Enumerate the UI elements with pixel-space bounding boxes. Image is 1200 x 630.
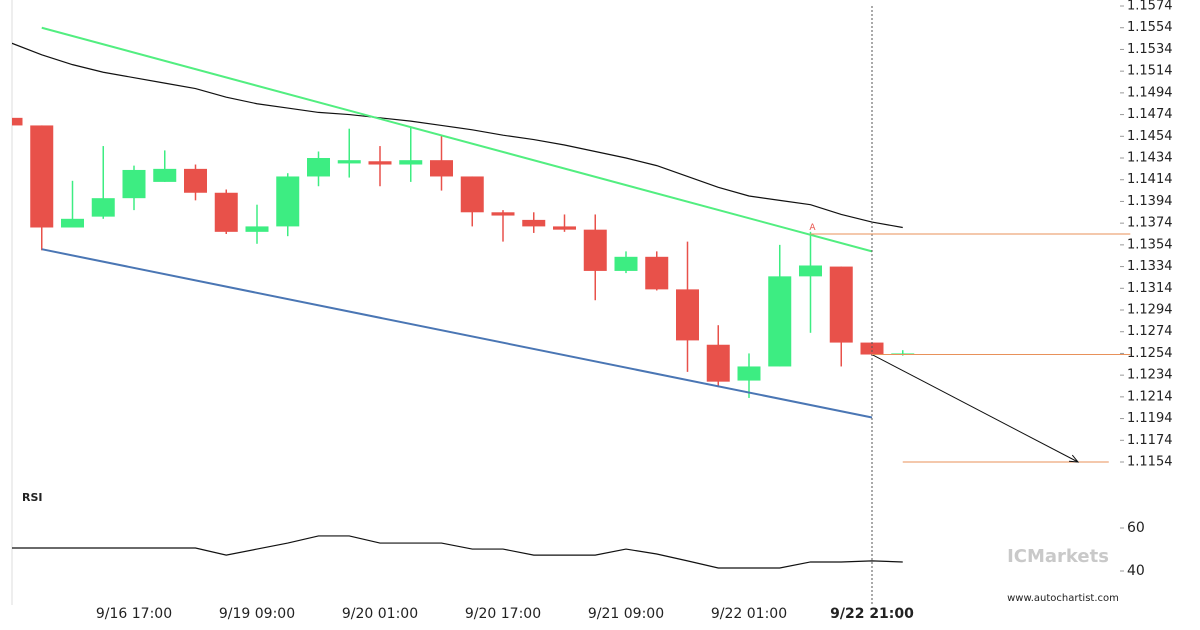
candle-body xyxy=(491,212,515,216)
x-tick-label: 9/16 17:00 xyxy=(96,606,172,622)
plot-area xyxy=(12,26,1079,569)
pattern-label: A xyxy=(809,223,816,233)
x-tick-label: 9/20 17:00 xyxy=(465,606,541,622)
candle-body xyxy=(184,168,207,193)
candle-body xyxy=(307,158,330,177)
candle-body xyxy=(245,226,269,232)
candle-body xyxy=(768,276,792,367)
y-tick-label: 1.1574 xyxy=(1127,0,1173,14)
candle-body xyxy=(30,125,54,228)
candle-body xyxy=(737,366,761,381)
candle-body xyxy=(61,218,84,228)
moving-average xyxy=(12,42,903,229)
candle-body xyxy=(522,219,546,227)
y-tick-label: 1.1174 xyxy=(1127,433,1173,448)
candle-body xyxy=(399,160,423,165)
y-tick-label: 1.1314 xyxy=(1127,281,1173,296)
y-tick-label: 1.1354 xyxy=(1127,237,1173,252)
y-tick-label: 1.1234 xyxy=(1127,368,1173,383)
candle-body xyxy=(337,160,361,164)
y-tick-label: 1.1494 xyxy=(1127,85,1173,100)
y-tick-label: 1.1514 xyxy=(1127,64,1173,79)
y-tick-label: 1.1254 xyxy=(1127,346,1173,361)
y-tick-label: 1.1274 xyxy=(1127,324,1173,339)
y-tick-label: 1.1454 xyxy=(1127,129,1173,144)
rsi-tick-label: 60 xyxy=(1127,520,1145,536)
rsi-label: RSI xyxy=(22,491,43,504)
candle-body xyxy=(153,168,177,182)
candle-body xyxy=(276,176,300,227)
y-tick-label: 1.1214 xyxy=(1127,389,1173,404)
candle-body xyxy=(430,160,453,177)
x-tick-label: 9/22 01:00 xyxy=(711,606,787,622)
y-tick-label: 1.1474 xyxy=(1127,107,1173,122)
candle-body xyxy=(122,169,146,199)
y-tick-label: 1.1434 xyxy=(1127,151,1173,166)
y-tick-label: 1.1294 xyxy=(1127,303,1173,318)
y-tick-label: 1.1414 xyxy=(1127,172,1173,187)
y-tick-label: 1.1534 xyxy=(1127,42,1173,57)
x-tick-label: 9/19 09:00 xyxy=(219,606,295,622)
candle-body xyxy=(91,198,115,217)
candle-body xyxy=(214,192,238,232)
y-tick-label: 1.1374 xyxy=(1127,216,1173,231)
arrow-head xyxy=(1069,454,1080,463)
x-tick-label: 9/22 21:00 xyxy=(830,606,914,622)
candle-body xyxy=(614,256,638,271)
channel-line xyxy=(41,248,873,419)
x-tick-label: 9/21 09:00 xyxy=(588,606,664,622)
candle-body xyxy=(676,289,699,341)
y-tick-label: 1.1154 xyxy=(1127,455,1173,470)
candle-body xyxy=(706,344,730,382)
rsi-line xyxy=(12,535,903,569)
y-tick-label: 1.1334 xyxy=(1127,259,1173,274)
candle-body xyxy=(799,265,822,277)
candle-body xyxy=(860,342,884,355)
y-tick-label: 1.1394 xyxy=(1127,194,1173,209)
candle-body xyxy=(368,161,392,165)
candle-body xyxy=(829,266,853,343)
candle-body xyxy=(645,256,669,290)
source: www.autochartist.com xyxy=(1007,593,1119,604)
candle-body xyxy=(12,117,23,126)
forecast-arrow xyxy=(871,354,1079,463)
x-tick-label: 9/20 01:00 xyxy=(342,606,418,622)
watermark: ICMarkets xyxy=(1007,546,1109,567)
candle-body xyxy=(583,229,607,271)
y-tick-label: 1.1554 xyxy=(1127,20,1173,35)
candle-body xyxy=(460,176,484,213)
rsi-tick-label: 40 xyxy=(1127,563,1145,579)
candle-body xyxy=(553,226,576,230)
channel-line xyxy=(41,26,873,253)
y-tick-label: 1.1194 xyxy=(1127,411,1173,426)
